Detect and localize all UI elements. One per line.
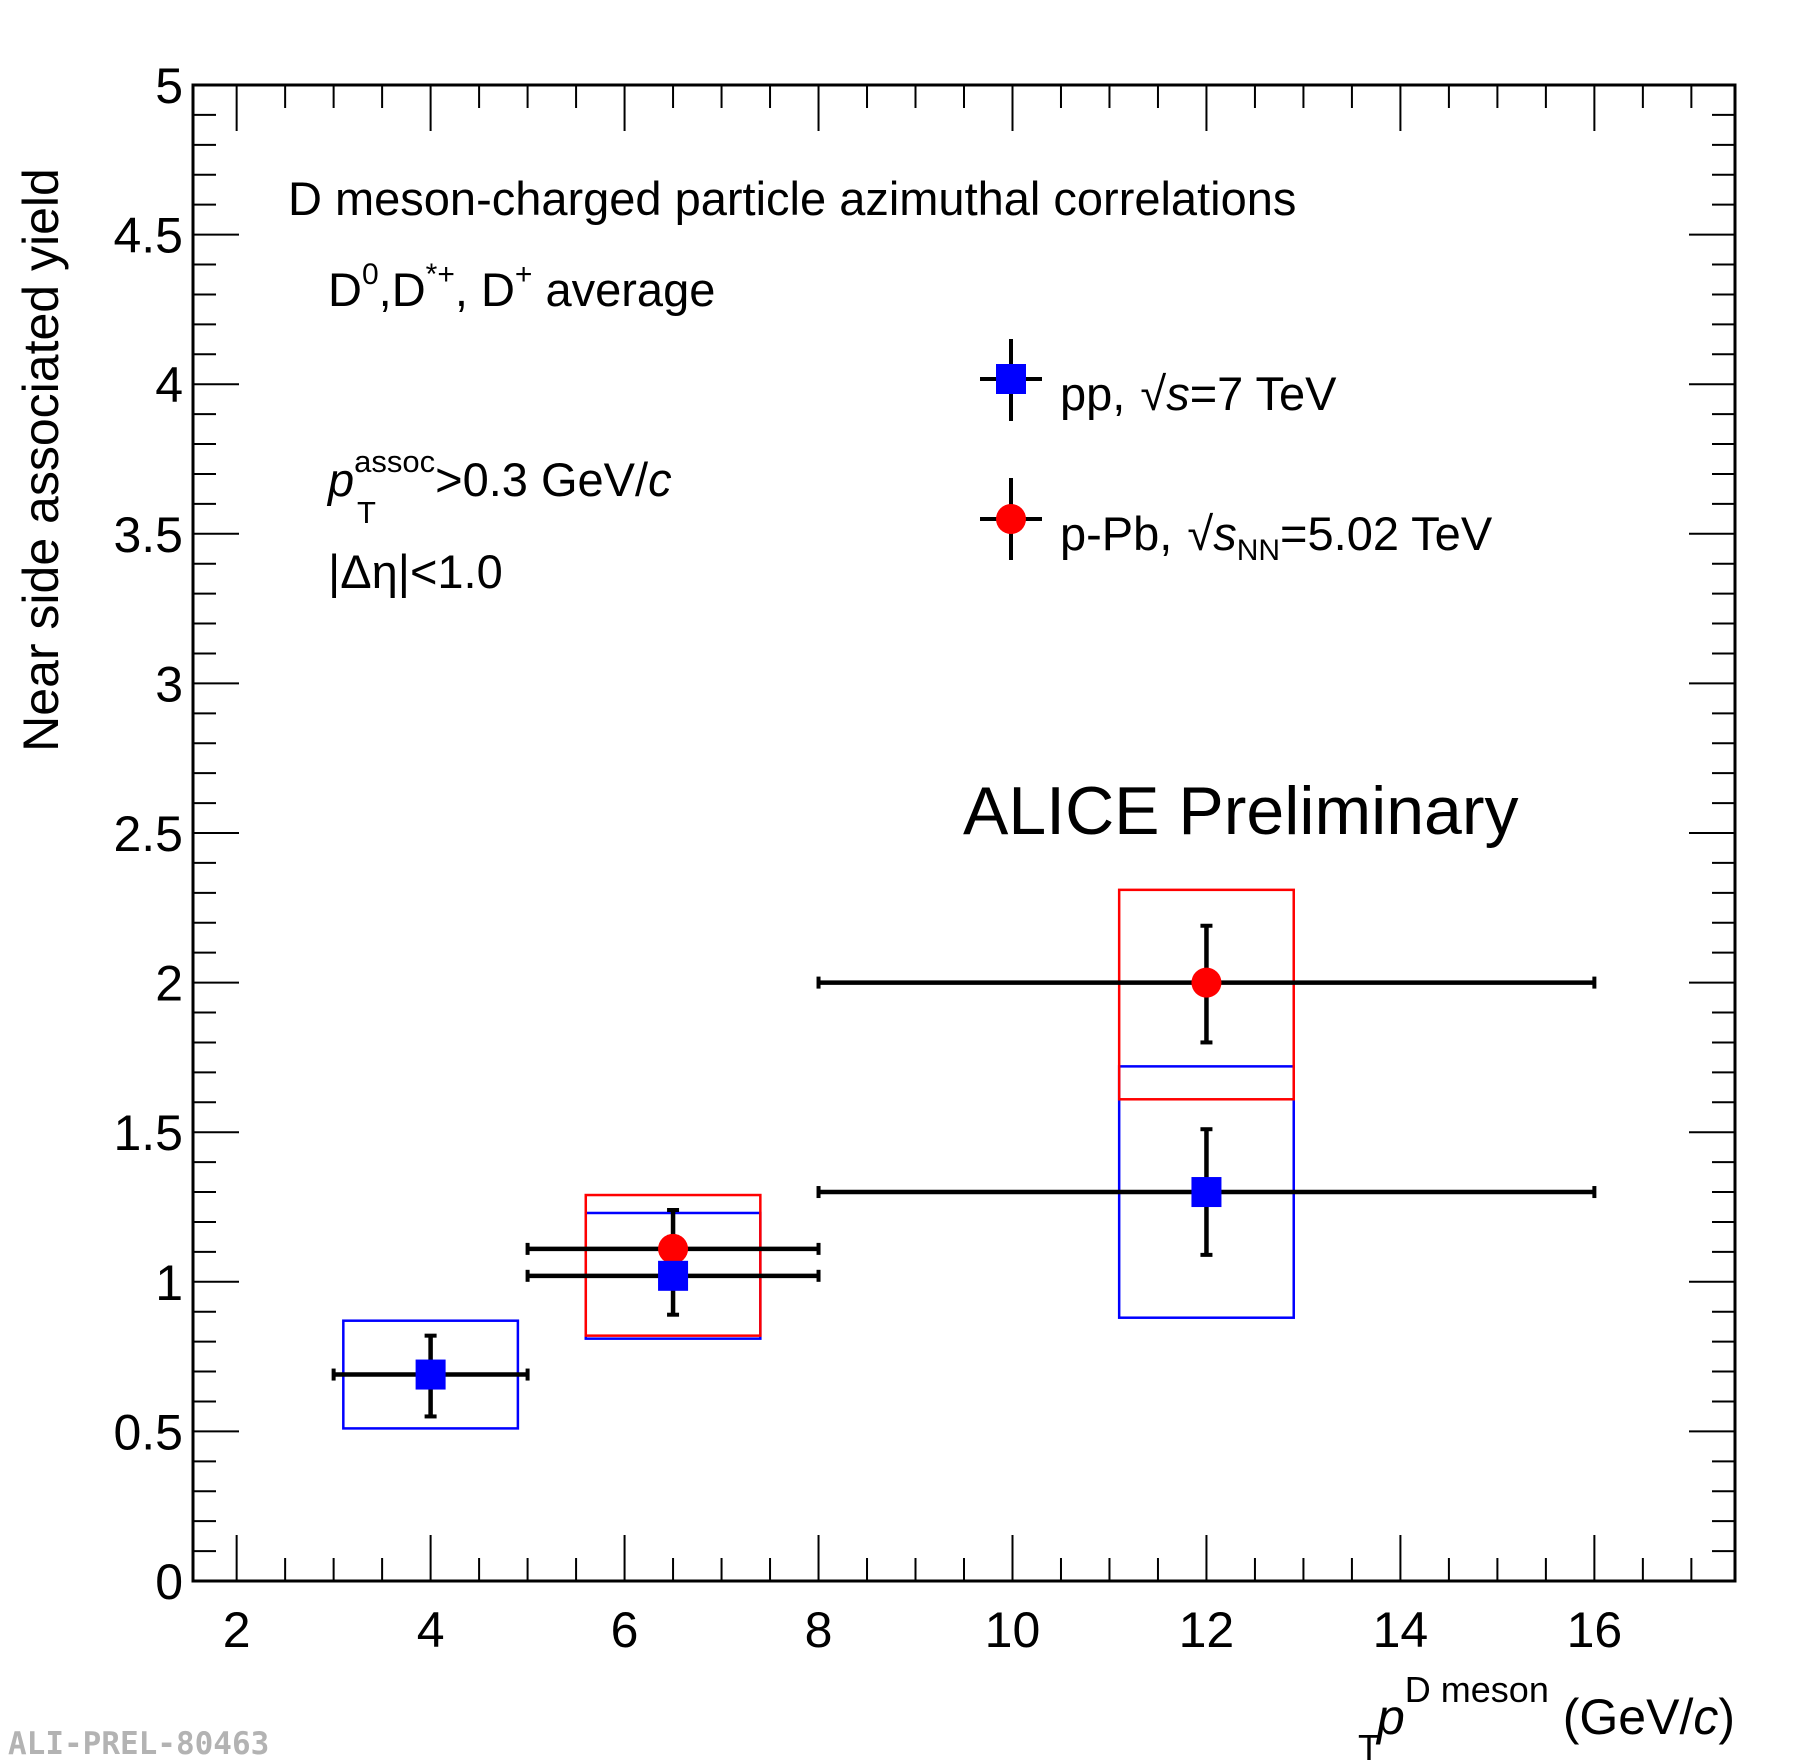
y-tick-label: 2 <box>155 956 183 1012</box>
x-tick-label: 8 <box>805 1602 833 1658</box>
pt-cut-annotation: passoc>0.3 GeV/c <box>326 444 672 506</box>
legend-label-ppb: p-Pb, √sNN=5.02 TeV <box>1060 507 1493 567</box>
legend: pp, √s=7 TeV p-Pb, √sNN=5.02 TeV <box>980 339 1493 567</box>
x-tick-label: 6 <box>611 1602 639 1658</box>
x-tick-label: 14 <box>1373 1602 1429 1658</box>
x-tick-label: 4 <box>417 1602 445 1658</box>
pp-square-marker <box>658 1260 689 1291</box>
data-markers <box>415 967 1222 1390</box>
watermark: ALI-PREL-80463 <box>8 1726 269 1761</box>
legend-entry-pp: pp, √s=7 TeV <box>980 339 1337 421</box>
systematic-boxes <box>342 888 1295 1430</box>
y-tick-label: 2.5 <box>113 806 183 862</box>
pp-square-marker <box>415 1359 446 1390</box>
eta-cut-annotation: |Δη|<1.0 <box>328 545 503 598</box>
y-tick-label: 5 <box>155 58 183 114</box>
y-tick-label: 4 <box>155 357 183 413</box>
axis-tick-labels: 2 4 6 8 10 12 14 16 0 0.5 1 1.5 2 2.5 3 3.5 4 4.5 5 <box>113 58 1622 1658</box>
pt-cut-subscript: T <box>357 495 376 530</box>
ppb-systematic-box <box>1117 888 1295 1101</box>
y-tick-label: 1 <box>155 1255 183 1311</box>
y-tick-label: 0.5 <box>113 1404 183 1460</box>
legend-marker-circle <box>996 504 1026 534</box>
preliminary-label: ALICE Preliminary <box>963 773 1519 849</box>
axis-ticks <box>193 84 1735 1582</box>
legend-entry-ppb: p-Pb, √sNN=5.02 TeV <box>980 478 1493 567</box>
species-annotation: D0,D*+, D+ average <box>328 258 715 316</box>
error-bars <box>331 923 1597 1419</box>
y-tick-label: 1.5 <box>113 1105 183 1161</box>
y-tick-label: 3 <box>155 656 183 712</box>
x-tick-label: 2 <box>223 1602 251 1658</box>
x-axis-title: pD meson (GeV/c) <box>1375 1669 1735 1745</box>
title-annotation: D meson-charged particle azimuthal corre… <box>288 172 1296 225</box>
y-tick-label: 0 <box>155 1554 183 1610</box>
y-tick-label: 4.5 <box>113 208 183 264</box>
x-tick-label: 12 <box>1179 1602 1235 1658</box>
x-tick-label: 16 <box>1567 1602 1623 1658</box>
y-tick-label: 3.5 <box>113 507 183 563</box>
x-tick-label: 10 <box>985 1602 1041 1658</box>
ppb-circle-marker <box>1191 967 1222 998</box>
legend-marker-square <box>996 364 1026 394</box>
legend-label-pp: pp, √s=7 TeV <box>1060 367 1337 420</box>
ppb-systematic-box <box>584 1193 762 1337</box>
y-axis-title: Near side associated yield <box>13 168 69 752</box>
ppb-circle-marker <box>658 1233 689 1264</box>
x-axis-title-subscript: T <box>1358 1727 1380 1761</box>
pp-square-marker <box>1191 1177 1222 1208</box>
